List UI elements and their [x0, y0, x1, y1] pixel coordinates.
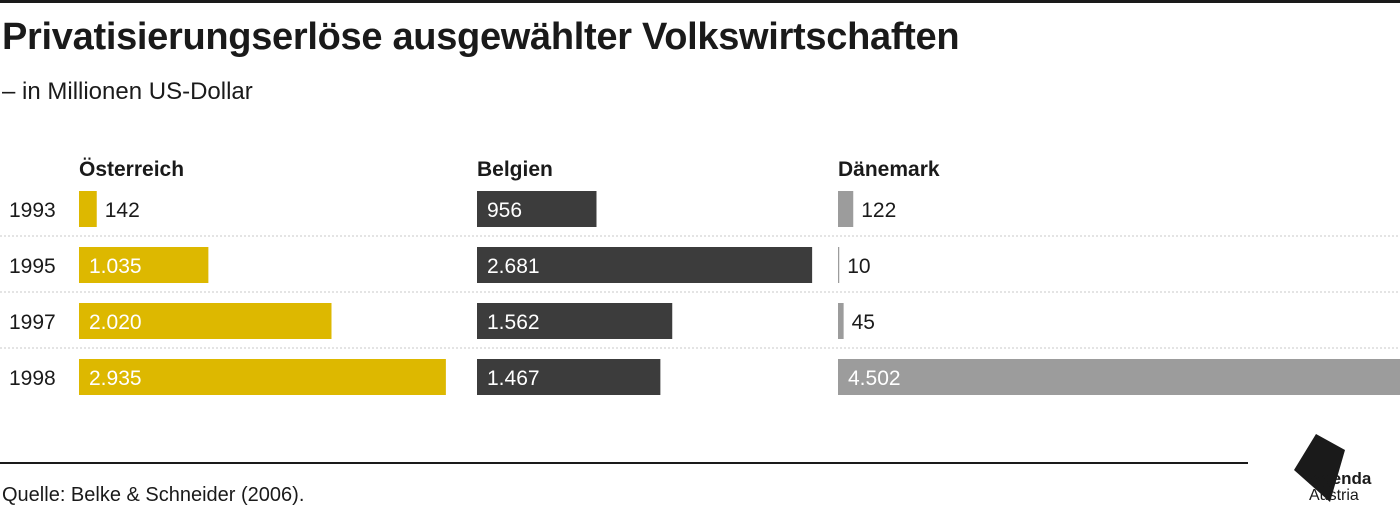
value-label-belgien-1993: 956 [487, 199, 522, 222]
value-label-belgien-1998: 1.467 [487, 367, 540, 390]
source-note: Quelle: Belke & Schneider (2006). [2, 484, 305, 506]
logo-text-agenda: Agenda [1309, 469, 1372, 488]
year-label-1997: 1997 [9, 311, 56, 334]
bar-belgien-1998 [477, 359, 661, 395]
bar-österreich-1993 [79, 191, 97, 227]
year-label-1998: 1998 [9, 367, 56, 390]
panel-title-österreich: Österreich [79, 158, 184, 181]
top-rule [0, 0, 1400, 3]
bottom-rule [0, 462, 1248, 464]
agenda-austria-logo [1294, 434, 1345, 502]
bar-chart: 1993 1995 1997 1998 Österreich 142 1.035 2.020 2… [0, 158, 1400, 395]
bar-österreich-1995 [79, 247, 209, 283]
panel-title-dänemark: Dänemark [838, 158, 940, 181]
value-label-dänemark-1993: 122 [861, 199, 896, 222]
bar-dänemark-1995 [838, 247, 840, 283]
chart-title: Privatisierungserlöse ausgewählter Volks… [2, 16, 960, 58]
panel-title-belgien: Belgien [477, 158, 553, 181]
bar-österreich-1997 [79, 303, 332, 339]
bar-belgien-1997 [477, 303, 673, 339]
value-label-belgien-1997: 1.562 [487, 311, 540, 334]
year-label-1993: 1993 [9, 199, 56, 222]
bar-dänemark-1993 [838, 191, 854, 227]
bar-belgien-1995 [477, 247, 813, 283]
value-label-belgien-1995: 2.681 [487, 255, 540, 278]
bar-dänemark-1997 [838, 303, 844, 339]
bar-dänemark-1998 [838, 359, 1400, 395]
value-label-dänemark-1998: 4.502 [848, 367, 901, 390]
value-label-österreich-1998: 2.935 [89, 367, 142, 390]
bar-österreich-1998 [79, 359, 446, 395]
value-label-österreich-1995: 1.035 [89, 255, 142, 278]
value-label-österreich-1993: 142 [105, 199, 140, 222]
year-label-1995: 1995 [9, 255, 56, 278]
value-label-österreich-1997: 2.020 [89, 311, 142, 334]
logo-text-austria: Austria [1309, 487, 1359, 504]
value-label-dänemark-1995: 10 [847, 255, 870, 278]
bar-belgien-1993 [477, 191, 597, 227]
value-label-dänemark-1997: 45 [852, 311, 875, 334]
chart-subtitle: – in Millionen US-Dollar [2, 78, 253, 105]
